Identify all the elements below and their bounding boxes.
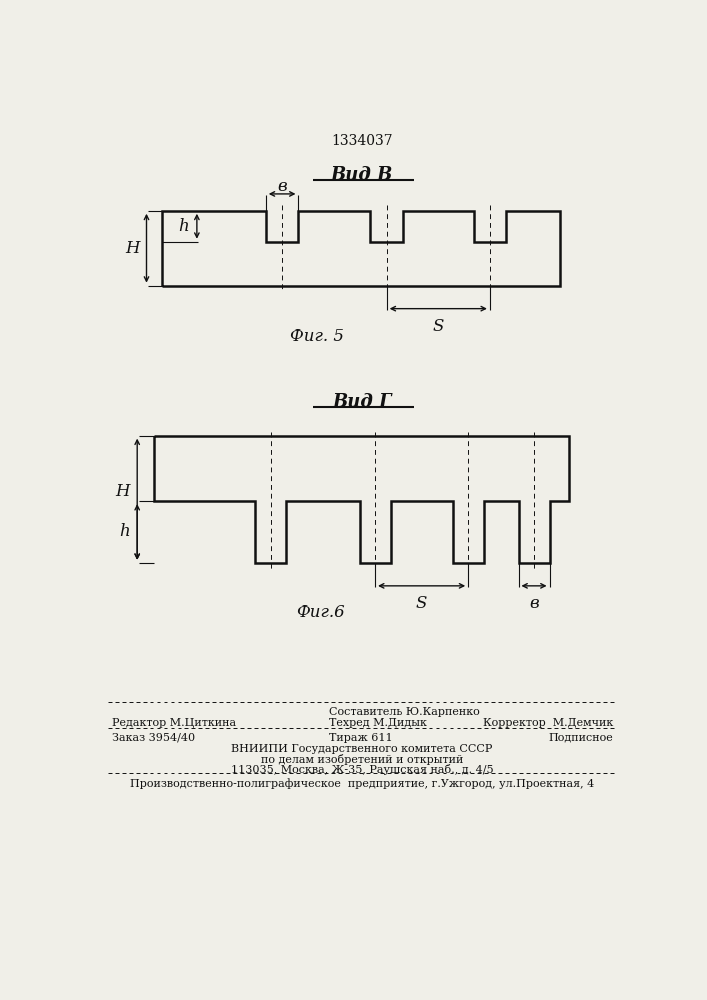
Text: по делам изобретений и открытий: по делам изобретений и открытий <box>261 754 463 765</box>
Text: Тираж 611: Тираж 611 <box>329 733 392 743</box>
Text: ВНИИПИ Государственного комитета СССР: ВНИИПИ Государственного комитета СССР <box>231 744 493 754</box>
Text: Фиг.6: Фиг.6 <box>296 604 345 621</box>
Text: h: h <box>178 218 189 235</box>
Text: в: в <box>277 178 287 195</box>
Text: Н: Н <box>125 240 139 257</box>
Text: Заказ 3954/40: Заказ 3954/40 <box>112 733 194 743</box>
Text: S: S <box>416 595 427 612</box>
Text: Техред М.Дидык: Техред М.Дидык <box>329 718 426 728</box>
Text: Вид В: Вид В <box>331 166 393 184</box>
Text: Фиг. 5: Фиг. 5 <box>290 328 344 345</box>
Text: S: S <box>433 318 444 335</box>
Text: в: в <box>529 595 539 612</box>
Text: Редактор М.Циткина: Редактор М.Циткина <box>112 718 235 728</box>
Text: Составитель Ю.Карпенко: Составитель Ю.Карпенко <box>329 707 479 717</box>
Text: Вид Г: Вид Г <box>332 393 392 411</box>
Text: Производственно-полиграфическое  предприятие, г.Ужгород, ул.Проектная, 4: Производственно-полиграфическое предприя… <box>130 778 594 789</box>
Text: Подписное: Подписное <box>549 733 613 743</box>
Text: 113035, Москва, Ж-35, Раушская наб., д. 4/5: 113035, Москва, Ж-35, Раушская наб., д. … <box>230 764 493 775</box>
Text: Корректор  М.Демчик: Корректор М.Демчик <box>483 718 613 728</box>
Text: 1334037: 1334037 <box>331 134 393 148</box>
Text: Н: Н <box>116 483 130 500</box>
Text: h: h <box>119 523 130 540</box>
